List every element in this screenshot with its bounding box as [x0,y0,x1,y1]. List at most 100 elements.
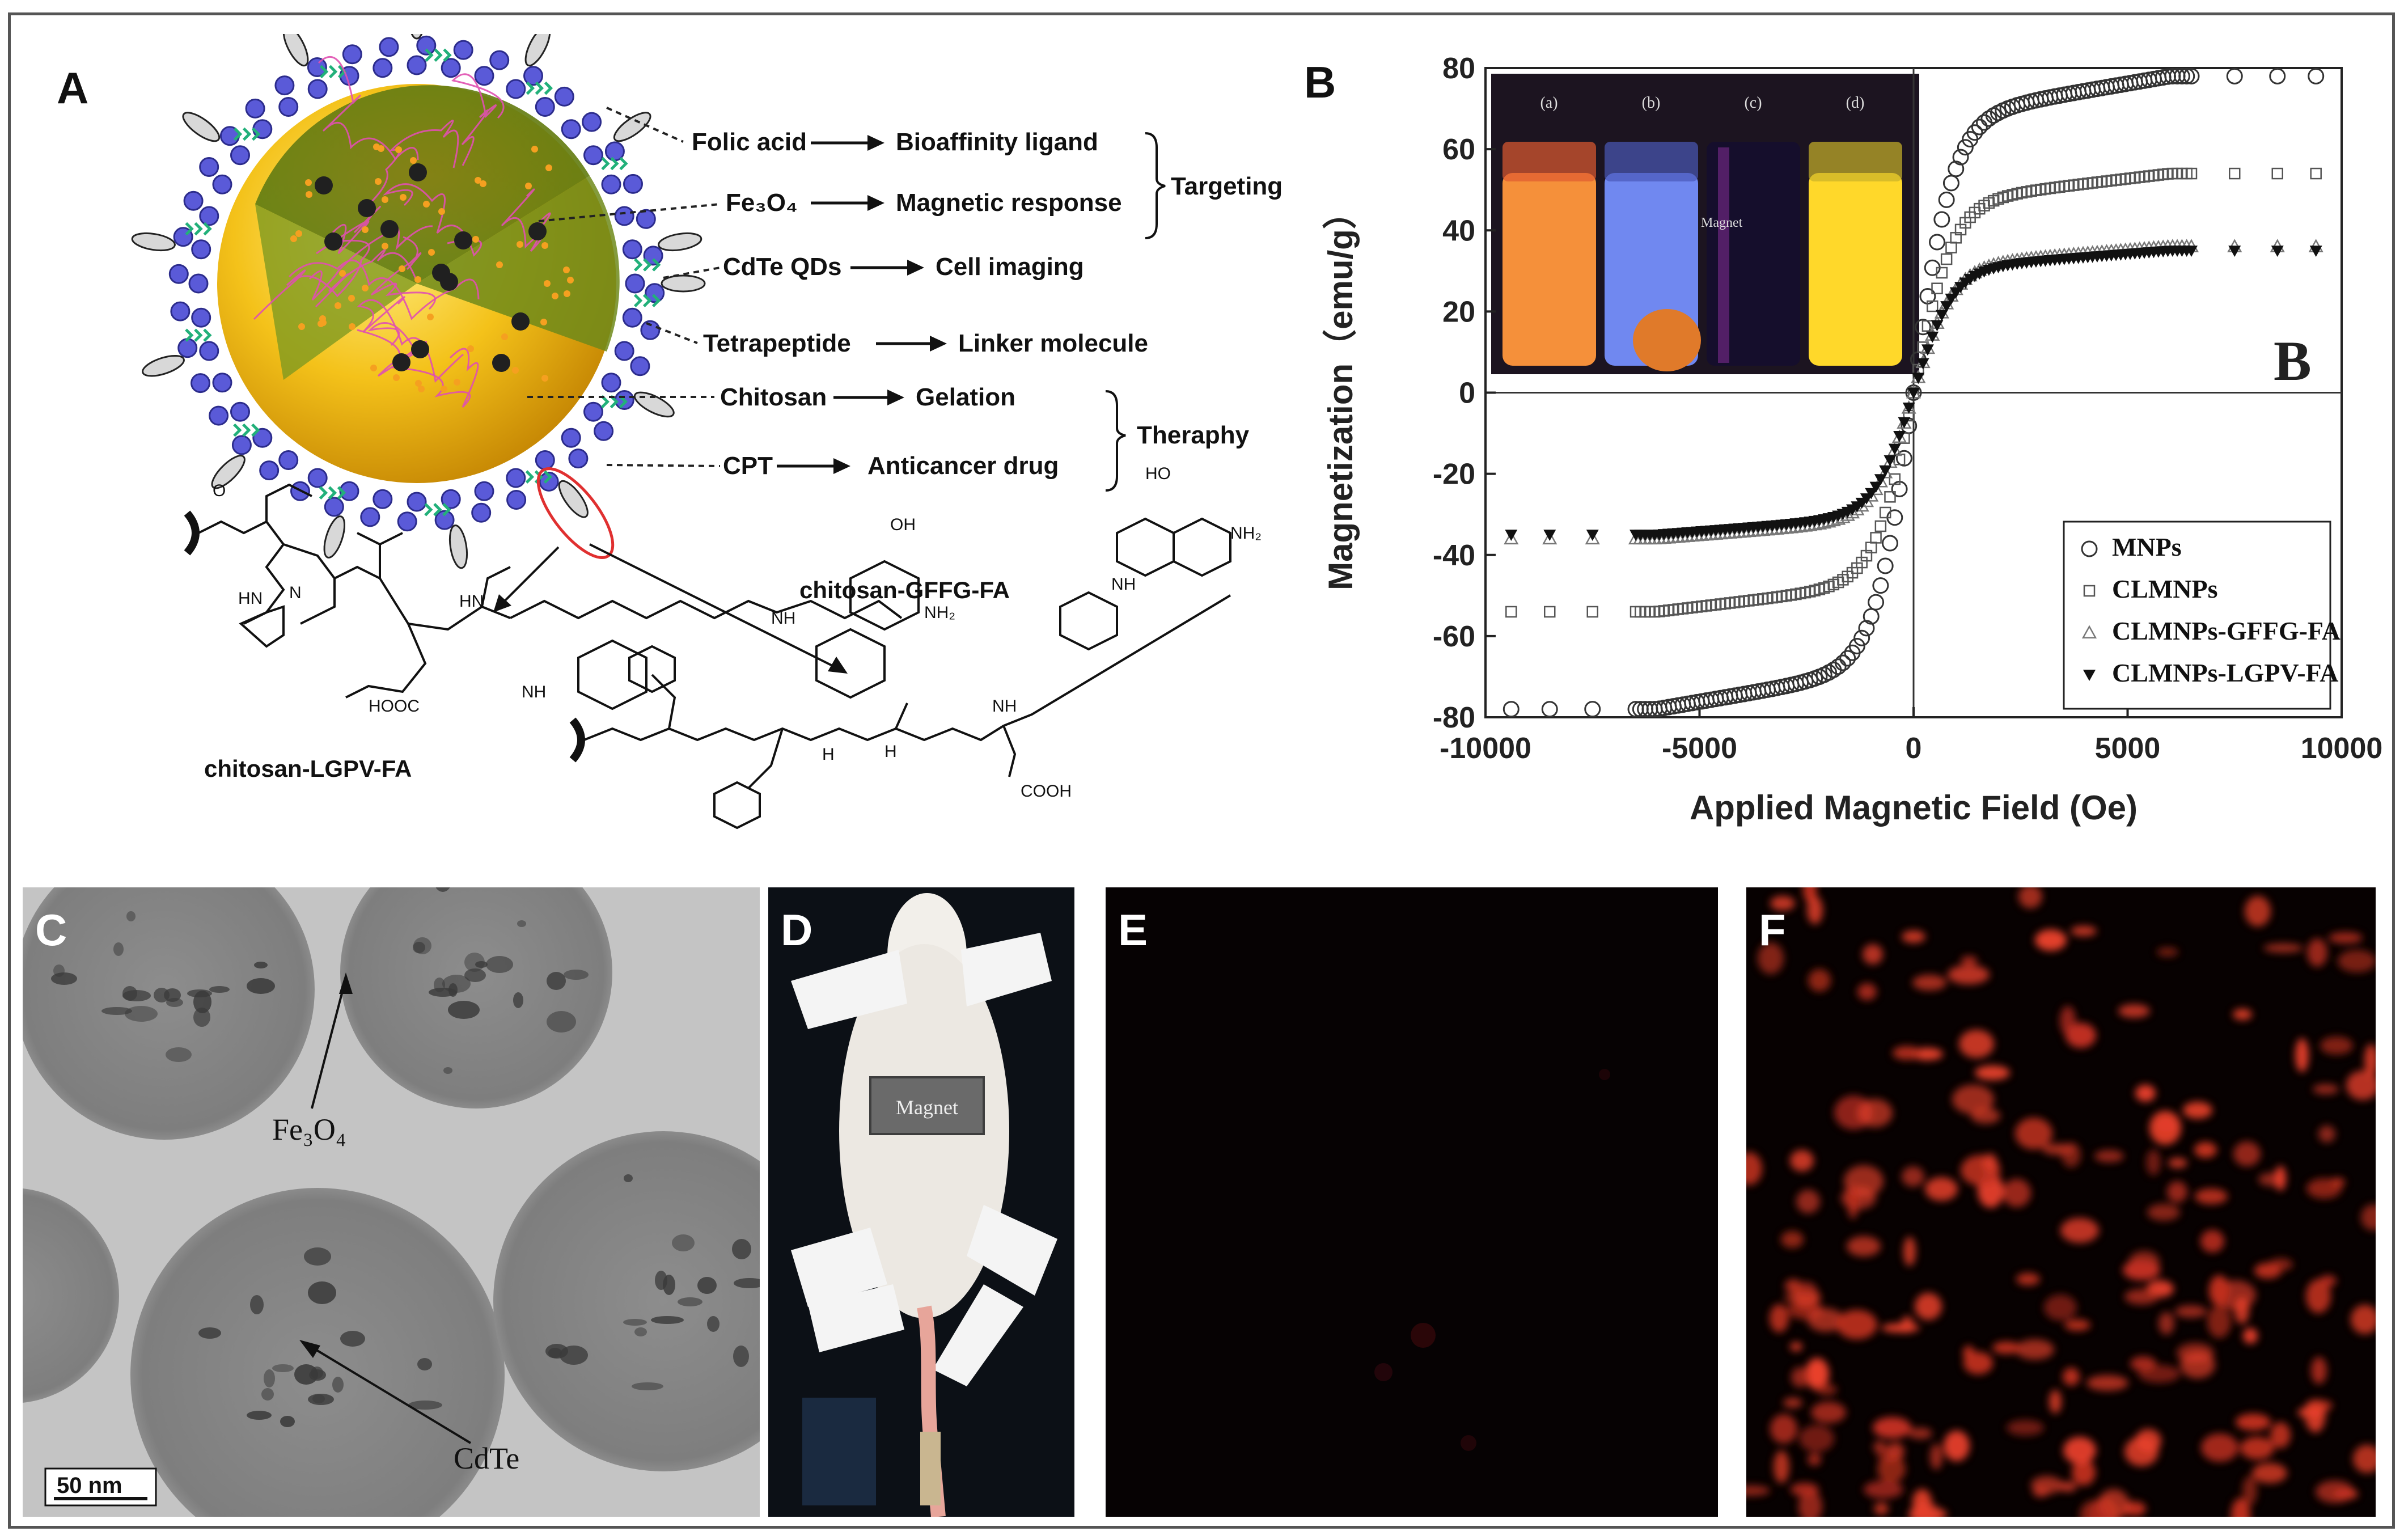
atom-nh2-1: NH₂ [924,603,955,622]
legend-entry: MNPs [2112,532,2182,561]
bead [614,206,634,226]
bead [231,435,252,455]
spot [2016,1339,2054,1360]
spot [2231,1498,2250,1517]
spot [2353,1445,2376,1473]
panel-a-schematic: Folic acid Bioaffinity ligand Fe₃O₄ Magn… [17,34,1281,845]
atom-o-1: O [213,481,226,500]
sphere-cutaway [255,85,590,284]
magnetization-chart: (a) (b) (c) (d) Magnet -10000 -5000 0 5000 10000… [1322,52,2382,827]
inclusion [732,1239,751,1259]
inclusion [413,942,425,953]
spot [2308,1411,2323,1433]
inclusion [198,1327,221,1339]
label-row-cpt: CPT Anticancer drug [606,452,1059,480]
inclusion [340,1331,365,1347]
bead [474,66,494,86]
spot [1903,1237,1916,1266]
spot [1808,969,1831,992]
faint-spot [1411,1323,1436,1348]
quantum-dot [362,226,369,233]
spot [1817,1384,1837,1395]
iron-oxide-particle [409,163,427,181]
inclusion [464,968,486,982]
spot [1783,1398,1802,1408]
chain [369,120,459,205]
quantum-dot [290,235,297,242]
spot [1857,983,1877,1000]
quantum-dot [339,270,346,277]
quantum-dot [496,261,503,268]
spot [1770,896,1795,911]
sphere-cutaway-floor [255,204,417,380]
tape [967,1205,1057,1296]
peptide-linker [601,156,628,171]
inclusion [547,972,566,990]
spot [1952,1085,1994,1114]
spot [2233,1009,2252,1020]
spot [2035,929,2067,951]
bead [397,511,417,532]
label-bioaffinity: Bioaffinity ligand [896,128,1098,156]
inset-magnet-label: Magnet [1701,215,1743,230]
bead [191,307,211,328]
panel-label-f: F [1759,905,1786,955]
structure-lgpv: O HN N HN HOOC NH NH OH NH₂ [184,481,955,716]
inclusion [417,1358,432,1370]
panel-label-e: E [1118,905,1148,955]
magnet-block [869,1076,985,1135]
label-folic-acid: Folic acid [692,128,807,156]
iron-oxide-particle [528,222,547,240]
spot [2318,1126,2335,1143]
tem-label-cdte: CdTe [454,1441,519,1475]
spot [1874,1503,1889,1515]
legend-entry: CLMNPs [2112,574,2218,603]
spot [1963,1346,1974,1360]
spot [1796,1190,1820,1213]
quantum-dot [418,386,425,392]
spot [1971,1108,2000,1124]
inclusion [448,1001,480,1019]
bead [407,55,427,75]
spot [2064,1319,2090,1331]
chitosan-bracket-left [184,510,200,556]
arrow-to-gffg [589,543,834,667]
faint-spot [1461,1435,1476,1451]
spot [2049,1390,2062,1414]
bead [278,97,299,117]
ligand [558,480,589,518]
inclusion [678,1297,702,1306]
series-clmnps-lgpv-fa [1505,246,2322,541]
spot [2086,1375,2128,1391]
spot [2346,1071,2376,1100]
y-tick-label: -20 [1433,458,1475,491]
bead [407,492,427,512]
spot [2240,1437,2274,1459]
quantum-dot [454,379,460,386]
inclusion [707,1316,719,1332]
spot [1791,1483,1819,1496]
chain [315,249,418,308]
quantum-dot [567,277,574,284]
bead [183,191,204,211]
spot [1847,1185,1859,1219]
bead [523,66,543,86]
spot [2194,1142,2217,1158]
peptide-linker [233,423,260,437]
spot [1746,1486,1770,1496]
tape [933,1284,1023,1386]
chain [308,225,433,301]
spot [1992,1342,2021,1354]
quantum-dot [501,333,508,340]
spot [1873,1417,1911,1439]
series-mnps [1502,67,2325,718]
label-chitosan: Chitosan [720,383,827,411]
inclusion [486,956,513,973]
bead [582,112,602,132]
spot [2060,1218,2099,1243]
bead [342,44,362,65]
chart-points [1502,67,2325,718]
spot [1805,1358,1829,1390]
inclusion [672,1234,695,1251]
quantum-dot [423,201,430,208]
